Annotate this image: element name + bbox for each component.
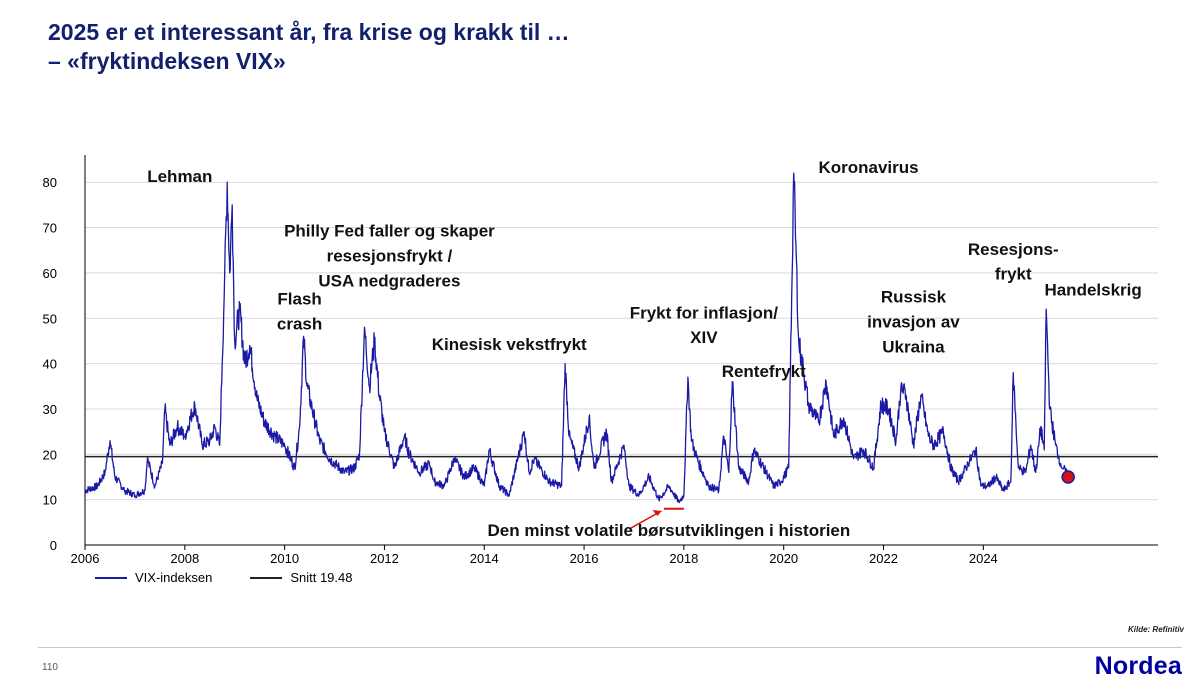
legend-label-vix: VIX-indeksen [135, 570, 213, 585]
y-tick-label: 20 [43, 447, 57, 462]
slide-title-line-1: 2025 er et interessant år, fra krise og … [48, 19, 570, 45]
legend-item-vix: VIX-indeksen [95, 570, 212, 585]
y-tick-label: 50 [43, 311, 57, 326]
source-note: Kilde: Refinitiv [1127, 625, 1184, 634]
annotations: Lehman Flash crash Philly Fed faller og ska… [147, 158, 1142, 540]
x-tick-label: 2016 [570, 551, 599, 565]
y-tick-label: 70 [43, 221, 57, 236]
slide-title-line-2: – «fryktindeksen VIX» [48, 48, 286, 74]
legend-item-mean: Snitt 19.48 [250, 570, 352, 585]
footer-divider [38, 647, 1182, 648]
vix-chart: 0 10 20 30 40 50 60 70 80 2006 2008 2010 2012 2014 201… [43, 155, 1158, 565]
min-volatility-arrowhead [652, 509, 662, 516]
x-tick-label: 2020 [769, 551, 798, 565]
slide-title: 2025 er et interessant år, fra krise og … [48, 18, 570, 76]
chart-annotation: Kinesisk vekstfrykt [432, 335, 587, 354]
chart-annotation: Den minst volatile børsutviklingen i his… [488, 521, 851, 540]
latest-value-marker [1061, 470, 1075, 484]
chart-annotation: frykt [995, 265, 1032, 284]
y-tick-label: 30 [43, 402, 57, 417]
axes: 0 10 20 30 40 50 60 70 80 2006 2008 2010 2012 2014 201… [43, 155, 1158, 565]
legend-swatch-mean [250, 576, 283, 579]
chart-annotation: Ukraina [882, 337, 945, 356]
chart-legend: VIX-indeksen Snitt 19.48 [95, 570, 352, 585]
y-tick-label: 60 [43, 266, 57, 281]
x-tick-label: 2018 [669, 551, 698, 565]
chart-annotation: resesjonsfrykt / [327, 247, 453, 266]
page-number: 110 [42, 662, 58, 673]
x-tick-label: 2006 [71, 551, 100, 565]
x-tick-label: 2014 [470, 551, 499, 565]
chart-annotation: invasjon av [867, 312, 960, 331]
chart-annotation: Philly Fed faller og skaper [284, 222, 495, 241]
legend-label-mean: Snitt 19.48 [290, 570, 353, 585]
y-tick-label: 80 [43, 175, 57, 190]
x-tick-label: 2022 [869, 551, 898, 565]
chart-annotation: USA nedgraderes [318, 272, 460, 291]
y-tick-label: 40 [43, 357, 57, 372]
chart-annotation: Flash [277, 290, 321, 309]
nordea-logo: Nordea [1094, 652, 1182, 680]
series [84, 172, 1158, 530]
y-tick-label: 0 [50, 538, 57, 553]
vix-series-line [84, 172, 1069, 504]
chart-annotation: Koronavirus [818, 158, 918, 177]
x-tick-label: 2012 [370, 551, 399, 565]
chart-annotation: Russisk [881, 287, 947, 306]
x-tick-label: 2008 [170, 551, 199, 565]
chart-annotation: Lehman [147, 167, 212, 186]
chart-annotation: XIV [690, 328, 718, 347]
chart-annotation: crash [277, 315, 322, 334]
x-tick-label: 2010 [270, 551, 299, 565]
grid-lines [85, 181, 1158, 501]
chart-annotation: Rentefrykt [722, 362, 806, 381]
chart-annotation: Handelskrig [1044, 281, 1141, 300]
chart-annotation: Resesjons- [968, 240, 1059, 259]
x-tick-label: 2024 [969, 551, 998, 565]
chart-annotation: Frykt for inflasjon/ [630, 303, 779, 322]
y-tick-label: 10 [43, 493, 57, 508]
legend-swatch-vix [95, 576, 127, 579]
